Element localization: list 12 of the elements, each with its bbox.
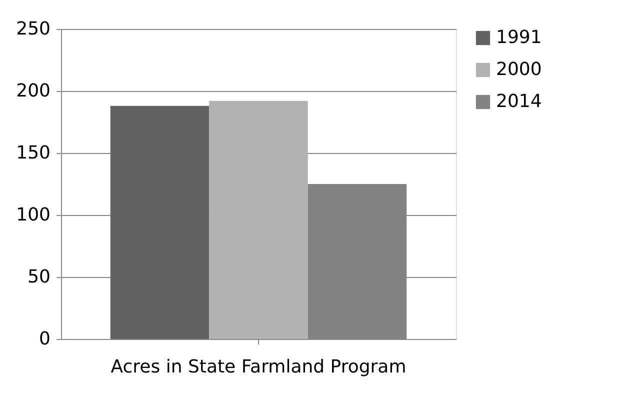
bar [110,106,210,339]
legend-label: 1991 [496,27,542,48]
y-tick-label: 200 [16,80,50,102]
legend-label: 2000 [496,59,542,80]
y-tick-label: 0 [39,328,50,350]
y-tick-label: 150 [16,142,50,164]
bar [209,100,308,339]
y-tick-label: 250 [16,18,50,40]
y-tick-label: 100 [16,204,50,226]
y-tick-label: 50 [28,266,50,288]
x-tick-label: Acres in State Farmland Program [110,356,406,378]
legend-label: 2014 [496,91,542,112]
